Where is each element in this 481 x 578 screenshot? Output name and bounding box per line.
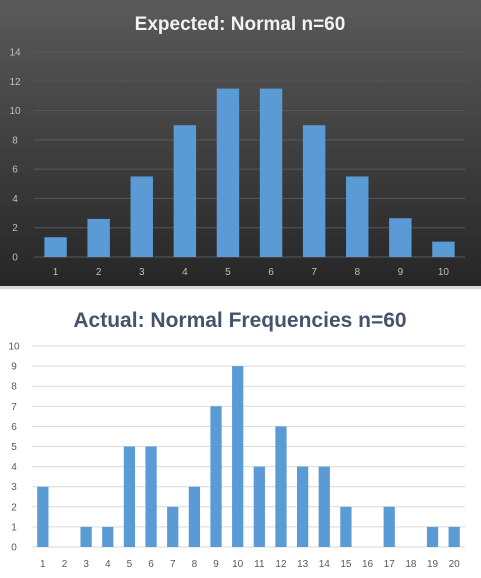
x-tick-label: 8 [354, 267, 360, 278]
bar [102, 526, 114, 547]
bar [130, 176, 153, 257]
actual-frequencies-chart: Actual: Normal Frequencies n=60 01234567… [0, 289, 481, 578]
x-tick-label: 9 [213, 559, 219, 570]
x-tick-label: 3 [83, 559, 89, 570]
y-tick-label: 10 [9, 106, 21, 117]
bar [275, 426, 287, 547]
x-tick-label: 2 [96, 267, 102, 278]
y-tick-label: 6 [12, 165, 18, 176]
chart-title: Actual: Normal Frequencies n=60 [73, 309, 406, 332]
bar [145, 446, 157, 547]
y-tick-label: 0 [12, 253, 18, 264]
bar [188, 486, 201, 547]
y-tick-label: 3 [11, 482, 17, 493]
x-tick-label: 19 [427, 559, 439, 570]
x-tick-label: 7 [170, 559, 176, 570]
bar [426, 526, 439, 547]
bar [216, 88, 240, 257]
x-tick-label: 17 [384, 559, 396, 570]
y-tick-label: 14 [9, 48, 21, 59]
chart-divider [0, 286, 481, 289]
bar [173, 125, 197, 257]
x-tick-label: 13 [297, 559, 309, 570]
x-tick-label: 12 [275, 559, 287, 570]
y-tick-label: 2 [12, 223, 18, 234]
x-tick-label: 4 [182, 267, 188, 278]
bar [123, 446, 136, 547]
x-tick-label: 11 [254, 559, 265, 570]
x-tick-label: 8 [192, 559, 198, 570]
x-tick-label: 14 [319, 559, 331, 570]
bar [340, 506, 352, 547]
bar [448, 526, 460, 547]
y-tick-label: 1 [11, 522, 17, 533]
bar [210, 406, 222, 547]
bar [389, 218, 412, 257]
x-tick-label: 9 [398, 267, 404, 278]
y-tick-label: 4 [11, 462, 17, 473]
y-tick-label: 9 [11, 362, 17, 373]
x-tick-label: 5 [225, 267, 231, 278]
y-tick-label: 5 [11, 442, 17, 453]
bar [232, 366, 244, 547]
bar [432, 241, 455, 257]
x-tick-label: 5 [127, 559, 133, 570]
y-tick-label: 8 [11, 382, 17, 393]
bar [346, 176, 369, 257]
x-tick-label: 10 [438, 267, 450, 278]
y-tick-label: 8 [12, 135, 18, 146]
x-tick-label: 6 [268, 267, 274, 278]
bar [259, 88, 283, 257]
x-tick-label: 18 [405, 559, 417, 570]
y-tick-label: 4 [12, 194, 18, 205]
x-tick-label: 10 [232, 559, 244, 570]
bar [296, 466, 309, 547]
x-tick-label: 1 [53, 267, 59, 278]
x-tick-label: 4 [105, 559, 111, 570]
x-tick-label: 16 [362, 559, 374, 570]
y-tick-label: 2 [11, 502, 17, 513]
bar [44, 237, 67, 257]
y-tick-label: 12 [9, 77, 21, 88]
x-tick-label: 2 [62, 559, 68, 570]
bar [383, 506, 395, 547]
bar [37, 486, 49, 547]
bar [318, 466, 330, 547]
bar [80, 526, 92, 547]
bar [302, 125, 326, 257]
x-tick-label: 6 [148, 559, 154, 570]
x-tick-label: 3 [139, 267, 145, 278]
x-tick-label: 20 [449, 559, 461, 570]
y-tick-label: 10 [8, 342, 20, 353]
y-tick-label: 7 [11, 402, 17, 413]
y-tick-label: 0 [11, 543, 17, 554]
x-tick-label: 15 [340, 559, 352, 570]
x-tick-label: 7 [311, 267, 317, 278]
bar [253, 466, 265, 547]
y-tick-label: 6 [11, 422, 17, 433]
bar [167, 506, 179, 547]
x-tick-label: 1 [40, 559, 46, 570]
chart-title: Expected: Normal n=60 [135, 14, 346, 35]
bar [87, 218, 110, 257]
